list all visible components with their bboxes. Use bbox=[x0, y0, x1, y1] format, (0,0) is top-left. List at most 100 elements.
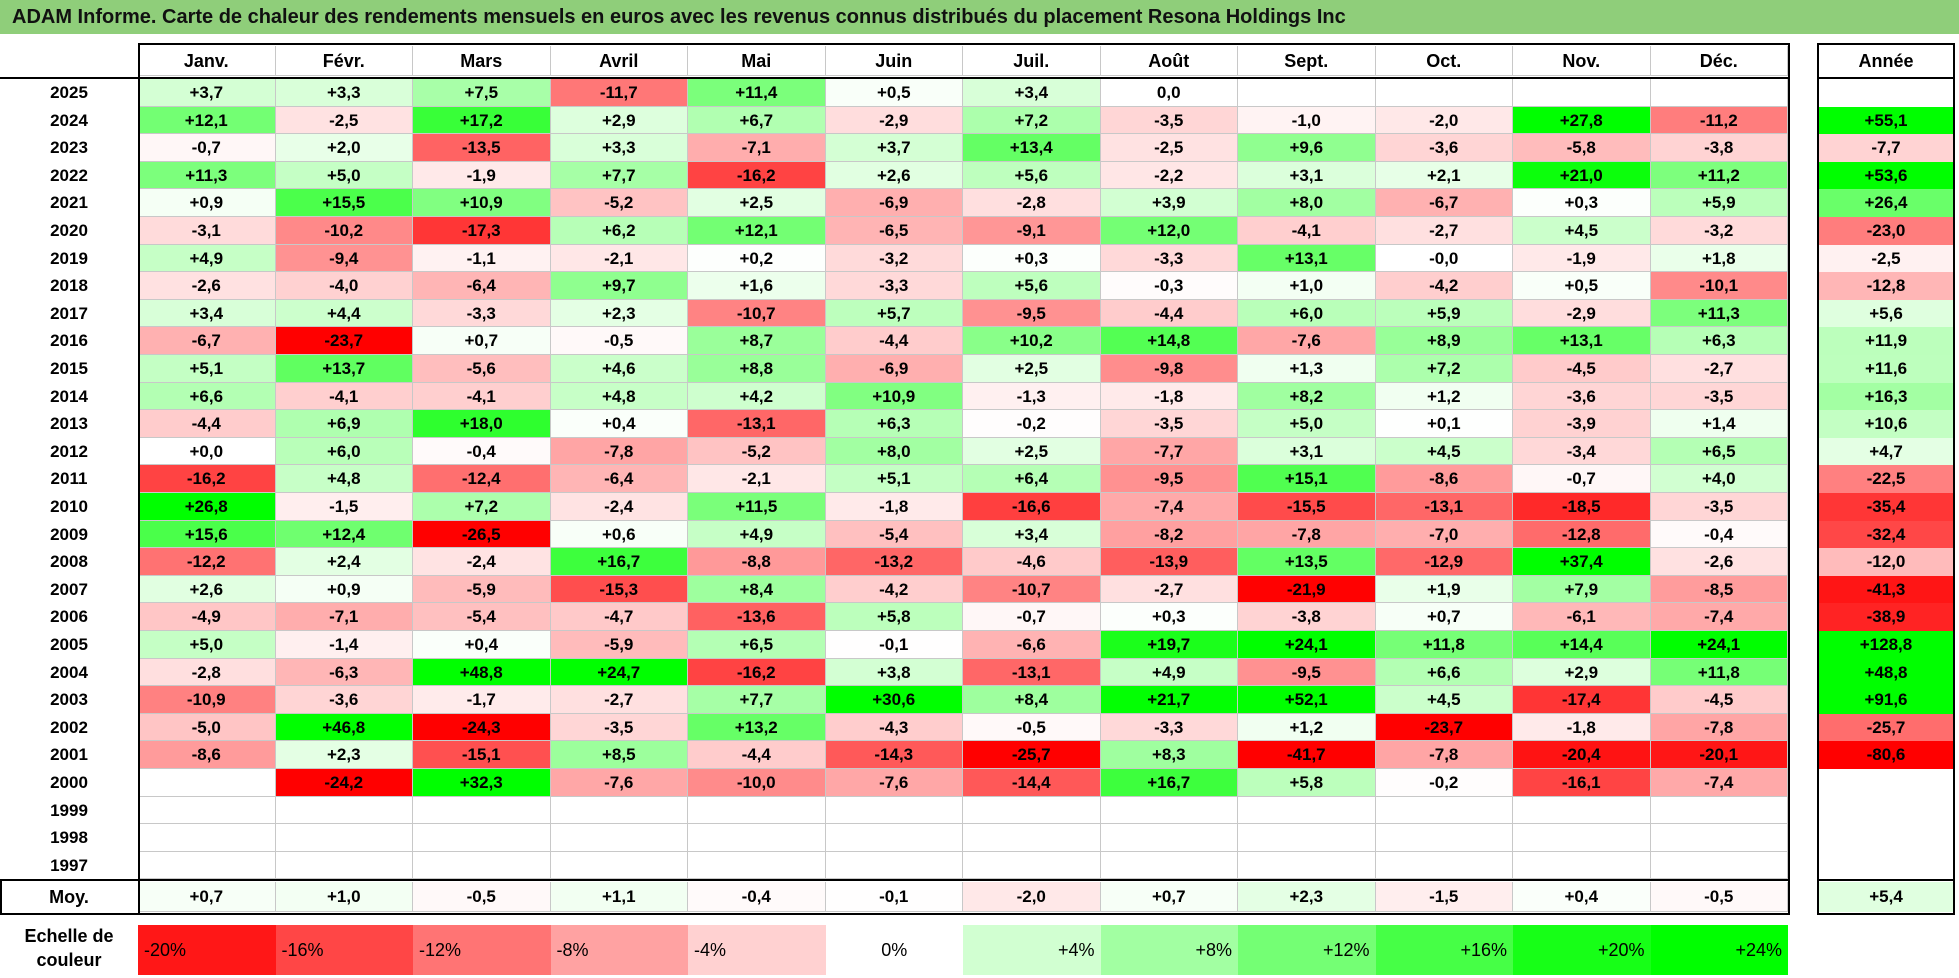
scale-label-line1: Echelle de bbox=[24, 926, 114, 946]
heatmap-cell: +1,4 bbox=[1650, 410, 1788, 438]
heatmap-cell: +2,5 bbox=[963, 437, 1101, 466]
heatmap-cell: +37,4 bbox=[1513, 548, 1651, 576]
heatmap-cell: -6,9 bbox=[825, 189, 963, 217]
heatmap-cell: +6,0 bbox=[275, 437, 413, 466]
heatmap-cell bbox=[1375, 79, 1513, 107]
annual-cell bbox=[1819, 824, 1953, 852]
heatmap-cell bbox=[275, 851, 413, 880]
heatmap-cell: -2,7 bbox=[550, 686, 688, 714]
heatmap-cell: -4,4 bbox=[1100, 299, 1238, 328]
annual-cell: -12,0 bbox=[1819, 548, 1953, 576]
heatmap-cell: +5,1 bbox=[138, 355, 276, 383]
average-cell: -0,1 bbox=[825, 882, 963, 912]
heatmap-cell: -8,8 bbox=[688, 548, 826, 576]
heatmap-cell: +2,5 bbox=[688, 189, 826, 217]
annual-header-separator bbox=[1817, 77, 1955, 79]
month-header: Janv. bbox=[138, 46, 276, 76]
average-separator bbox=[0, 879, 1790, 881]
scale-step: 0% bbox=[825, 925, 963, 975]
heatmap-cell: +12,1 bbox=[138, 106, 276, 135]
heatmap-cell: -25,7 bbox=[963, 741, 1101, 769]
annual-cell: +10,6 bbox=[1819, 410, 1953, 438]
annual-header: Année bbox=[1819, 46, 1953, 76]
heatmap-cell bbox=[1375, 796, 1513, 825]
heatmap-cell: +52,1 bbox=[1238, 686, 1376, 714]
year-label: 2015 bbox=[50, 359, 88, 378]
heatmap-cell: +2,6 bbox=[825, 161, 963, 190]
heatmap-cell: +1,9 bbox=[1375, 575, 1513, 604]
heatmap-cell: +32,3 bbox=[413, 769, 551, 797]
heatmap-cell: +15,6 bbox=[138, 520, 276, 549]
month-header: Juin bbox=[825, 46, 963, 76]
heatmap-cell: +17,2 bbox=[413, 106, 551, 135]
month-header: Déc. bbox=[1650, 46, 1788, 76]
scale-step: +16% bbox=[1375, 925, 1513, 975]
heatmap-cell: -3,6 bbox=[1375, 134, 1513, 162]
heatmap-cell: -5,4 bbox=[413, 603, 551, 631]
heatmap-cell: +3,9 bbox=[1100, 189, 1238, 217]
heatmap-cell: -13,1 bbox=[963, 658, 1101, 687]
heatmap-cell bbox=[1100, 851, 1238, 880]
scale-step: -4% bbox=[688, 925, 826, 975]
heatmap-cell: -17,4 bbox=[1513, 686, 1651, 714]
heatmap-cell: -24,3 bbox=[413, 713, 551, 742]
heatmap-cell: -4,0 bbox=[275, 272, 413, 300]
heatmap-cell: -14,4 bbox=[963, 769, 1101, 797]
heatmap-cell: +7,5 bbox=[413, 79, 551, 107]
heatmap-cell: +10,9 bbox=[825, 382, 963, 411]
heatmap-cell: +1,2 bbox=[1375, 382, 1513, 411]
heatmap-cell: -1,9 bbox=[413, 161, 551, 190]
heatmap-cell: +6,6 bbox=[1375, 658, 1513, 687]
heatmap-cell: -23,7 bbox=[1375, 713, 1513, 742]
heatmap-cell: -2,1 bbox=[688, 465, 826, 493]
heatmap-cell: +26,8 bbox=[138, 493, 276, 521]
heatmap-cell: -21,9 bbox=[1238, 575, 1376, 604]
heatmap-cell: -12,4 bbox=[413, 465, 551, 493]
heatmap-cell: -5,4 bbox=[825, 520, 963, 549]
heatmap-cell: +7,2 bbox=[963, 106, 1101, 135]
heatmap-cell: +4,5 bbox=[1375, 437, 1513, 466]
heatmap-cell: -3,9 bbox=[1513, 410, 1651, 438]
heatmap-cell: +4,9 bbox=[1100, 658, 1238, 687]
month-header: Août bbox=[1100, 46, 1238, 76]
scale-step: +20% bbox=[1513, 925, 1651, 975]
heatmap-cell: -9,5 bbox=[1100, 465, 1238, 493]
heatmap-cell: -3,5 bbox=[550, 713, 688, 742]
year-label: 2017 bbox=[50, 303, 88, 323]
heatmap-cell: -10,0 bbox=[688, 769, 826, 797]
annual-cell: +55,1 bbox=[1819, 106, 1953, 135]
annual-cell: -12,8 bbox=[1819, 272, 1953, 300]
average-cell: -0,4 bbox=[688, 882, 826, 912]
heatmap-cell: +4,0 bbox=[1650, 465, 1788, 493]
heatmap-cell: -3,5 bbox=[1100, 106, 1238, 135]
heatmap-cell: -2,2 bbox=[1100, 161, 1238, 190]
heatmap-cell bbox=[275, 824, 413, 852]
heatmap-cell: +11,3 bbox=[138, 161, 276, 190]
heatmap-cell bbox=[138, 824, 276, 852]
heatmap-cell: -2,5 bbox=[1100, 134, 1238, 162]
heatmap-cell: -24,2 bbox=[275, 769, 413, 797]
heatmap-cell: +16,7 bbox=[1100, 769, 1238, 797]
heatmap-cell bbox=[1650, 824, 1788, 852]
heatmap-cell: +1,8 bbox=[1650, 244, 1788, 273]
year-label: 2008 bbox=[50, 552, 88, 572]
heatmap-cell: +15,5 bbox=[275, 189, 413, 217]
heatmap-cell: -6,4 bbox=[413, 272, 551, 300]
heatmap-cell: +8,9 bbox=[1375, 327, 1513, 355]
heatmap-cell: -4,1 bbox=[1238, 217, 1376, 245]
heatmap-cell: -6,9 bbox=[825, 355, 963, 383]
heatmap-cell bbox=[138, 796, 276, 825]
heatmap-cell: -4,2 bbox=[1375, 272, 1513, 300]
heatmap-cell: -0,2 bbox=[963, 410, 1101, 438]
heatmap-cell: +11,2 bbox=[1650, 161, 1788, 190]
annual-cell: -22,5 bbox=[1819, 465, 1953, 493]
heatmap-cell: -4,4 bbox=[688, 741, 826, 769]
heatmap-cell: -1,5 bbox=[275, 493, 413, 521]
heatmap-cell: -2,9 bbox=[825, 106, 963, 135]
annual-cell bbox=[1819, 79, 1953, 107]
heatmap-cell: +0,9 bbox=[275, 575, 413, 604]
heatmap-cell: +0,5 bbox=[1513, 272, 1651, 300]
heatmap-cell: -6,6 bbox=[963, 631, 1101, 659]
annual-cell: -32,4 bbox=[1819, 520, 1953, 549]
heatmap-cell: -7,6 bbox=[1238, 327, 1376, 355]
